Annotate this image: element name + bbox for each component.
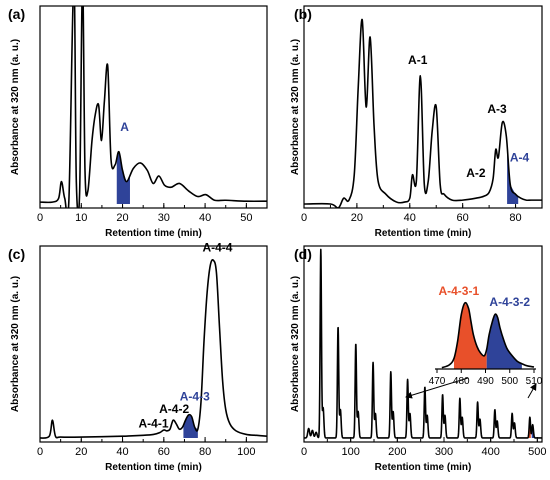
- y-axis-label: Absorbance at 320 nm (a. u.): [290, 276, 301, 412]
- x-tick-label: 300: [435, 446, 453, 458]
- inset-fraction-a-4-3-1: [453, 303, 487, 369]
- plot-area: [40, 6, 267, 208]
- chart-panel-b: 0 20 40 60 80 Retention time (min) Absorbance …: [290, 5, 543, 239]
- x-tick-label: 80: [509, 212, 521, 224]
- inset-trace: [441, 301, 535, 369]
- x-tick-label: 20: [351, 212, 363, 224]
- inset-tick-label: 470: [429, 376, 446, 387]
- plot-area: [40, 259, 267, 439]
- panel-label: (a): [8, 6, 25, 22]
- x-tick-label: 80: [199, 446, 211, 458]
- shaded-fraction-a: [116, 151, 130, 204]
- plot-frame: [303, 245, 543, 443]
- x-tick-label: 0: [37, 212, 43, 224]
- x-tick-label: 20: [75, 446, 87, 458]
- x-tick-label: 200: [388, 446, 406, 458]
- chart-panel-a: 0 10 20 30 40 50 Retention time (min) Absorbanc…: [8, 5, 268, 239]
- x-tick-label: 400: [481, 446, 499, 458]
- panel-label: (b): [294, 6, 312, 22]
- peak-label: A-4: [510, 150, 530, 164]
- plot-area: [304, 248, 542, 439]
- inset-arrow-left: [405, 377, 469, 399]
- plot-area: [304, 18, 542, 208]
- x-tick-label: 30: [158, 212, 170, 224]
- x-tick-label: 60: [158, 446, 170, 458]
- peak-label: A-3: [487, 102, 507, 116]
- y-axis-label: Absorbance at 320 nm (a. u.): [10, 276, 21, 412]
- x-axis-label: Retention time (min): [105, 228, 202, 239]
- x-tick-label: 20: [116, 212, 128, 224]
- peak-label: A-4-2: [159, 402, 189, 416]
- peak-label: A-1: [408, 53, 428, 67]
- x-axis-label: Retention time (min): [105, 462, 202, 473]
- inset-arrow-right: [527, 383, 537, 399]
- plot-frame: [39, 245, 268, 443]
- plot-frame: [303, 5, 543, 209]
- chromatogram-trace: [40, 259, 267, 439]
- x-tick-label: 40: [199, 212, 211, 224]
- chromatogram-trace: [304, 18, 542, 208]
- chart-panel-d: 0 100 200 300 400 500 Retention time (min) Abso…: [290, 245, 547, 473]
- inset-tick-label: 510: [526, 376, 543, 387]
- x-tick-label: 50: [240, 212, 252, 224]
- x-tick-label: 60: [457, 212, 469, 224]
- x-tick-label: 100: [341, 446, 359, 458]
- chromatogram-trace: [40, 6, 267, 208]
- peak-label: A-2: [466, 166, 486, 180]
- peak-label: A-4-1: [138, 416, 168, 430]
- x-tick-label: 40: [116, 446, 128, 458]
- inset-tick-label: 490: [477, 376, 494, 387]
- y-axis-label: Absorbance at 320 nm (a. u.): [10, 39, 21, 175]
- zoom-inset: 470 480 490 500 510 A-4-3-1 A-4-3-2: [429, 284, 543, 387]
- x-tick-label: 0: [301, 212, 307, 224]
- chart-panel-c: 0 20 40 60 80 100 Retention time (min) Absorban…: [8, 240, 268, 473]
- x-tick-label: 40: [404, 212, 416, 224]
- x-axis-label: Retention time (min): [375, 228, 472, 239]
- inset-peak-label: A-4-3-2: [489, 295, 530, 309]
- x-tick-label: 0: [301, 446, 307, 458]
- panel-label: (d): [294, 246, 312, 262]
- chromatogram-trace: [304, 248, 542, 439]
- x-tick-label: 10: [75, 212, 87, 224]
- peak-label: A-4-4: [202, 240, 232, 254]
- x-tick-label: 0: [37, 446, 43, 458]
- inset-tick-label: 480: [453, 376, 470, 387]
- shaded-fraction-a-4: [507, 145, 519, 204]
- panel-label: (c): [8, 246, 25, 262]
- inset-tick-label: 500: [501, 376, 518, 387]
- y-axis-label: Absorbance at 320 nm (a. u.): [290, 39, 301, 175]
- plot-frame: [39, 5, 268, 209]
- x-tick-label: 100: [237, 446, 255, 458]
- x-tick-label: 500: [528, 446, 546, 458]
- peak-label: A: [120, 120, 129, 134]
- peak-label: A-4-3: [180, 390, 210, 404]
- x-axis-label: Retention time (min): [375, 462, 472, 473]
- shaded-fraction-a-4-3: [183, 415, 198, 438]
- inset-peak-label: A-4-3-1: [438, 284, 479, 298]
